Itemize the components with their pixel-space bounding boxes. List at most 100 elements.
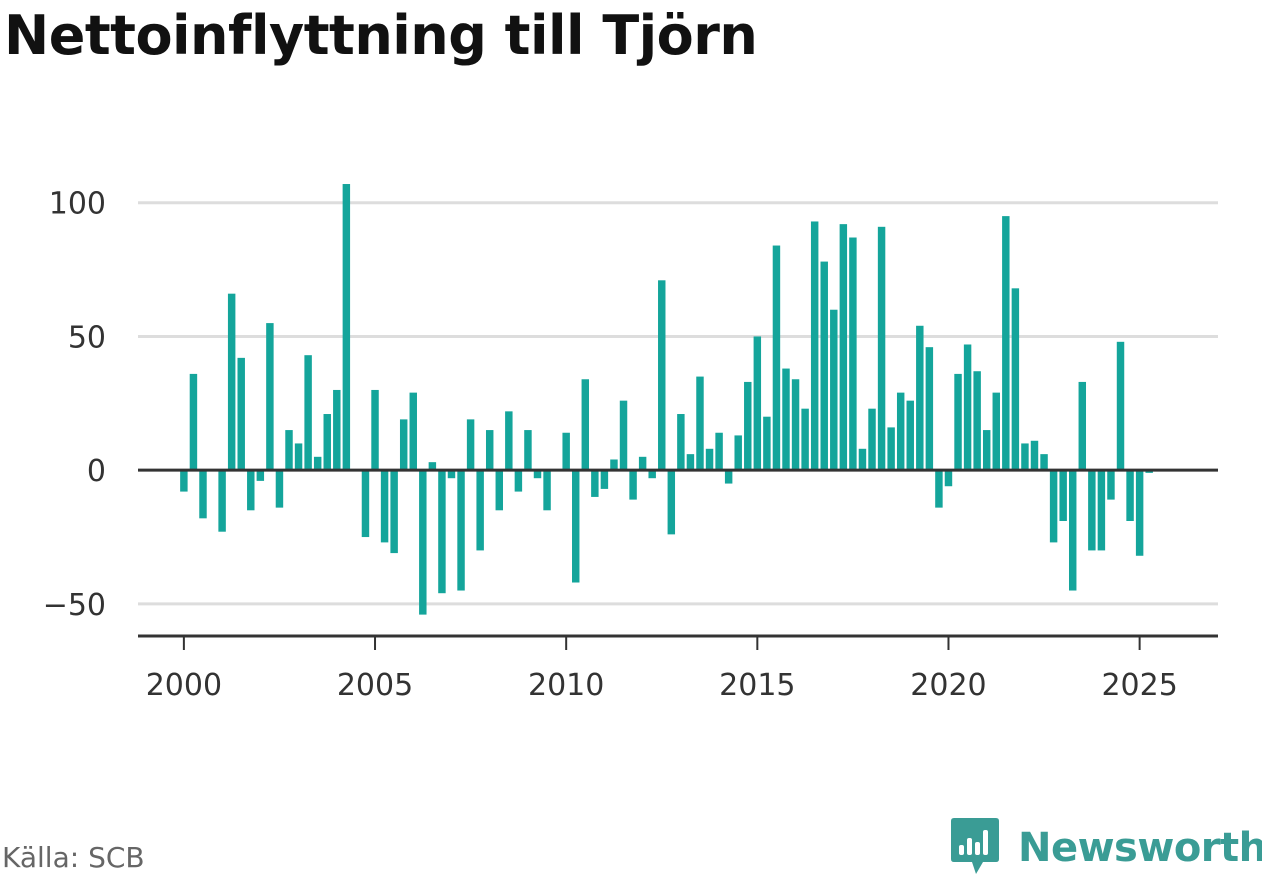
chart-title: Nettoinflyttning till Tjörn — [4, 4, 758, 67]
bar — [686, 454, 695, 471]
y-tick-label: 0 — [87, 454, 106, 489]
bar — [858, 448, 867, 471]
bar — [868, 408, 876, 471]
bar — [1011, 288, 1020, 471]
bar — [1088, 470, 1096, 551]
bar — [323, 414, 331, 471]
bar — [447, 470, 456, 479]
bar — [199, 470, 207, 519]
gridlines — [138, 201, 1218, 606]
bar — [935, 470, 943, 508]
bar — [581, 379, 590, 471]
bar — [275, 470, 284, 508]
bar — [466, 419, 475, 471]
bar — [629, 470, 637, 500]
bar — [782, 368, 790, 471]
bar — [457, 470, 465, 591]
bar — [371, 389, 379, 471]
bar — [906, 400, 914, 471]
x-tick-label: 2015 — [719, 668, 795, 703]
bar — [887, 427, 895, 471]
bar — [619, 400, 628, 471]
bar — [772, 245, 781, 471]
bar — [839, 224, 848, 471]
bar — [724, 470, 733, 484]
bar — [648, 470, 656, 479]
brand: Newsworthy — [950, 818, 1262, 878]
bar — [944, 470, 953, 487]
bar — [963, 344, 972, 471]
bar — [992, 392, 1000, 471]
bar — [285, 430, 293, 471]
x-tick-label: 2010 — [528, 668, 604, 703]
bar — [237, 357, 245, 471]
bar — [438, 470, 446, 594]
bar — [896, 392, 905, 471]
bars — [180, 184, 1153, 615]
source-note: Källa: SCB — [2, 841, 145, 874]
bar — [849, 237, 857, 471]
bar — [189, 373, 198, 471]
bar — [744, 381, 752, 471]
bar — [1097, 470, 1106, 551]
bar — [294, 443, 303, 471]
bar — [266, 323, 274, 471]
bar — [830, 309, 838, 471]
bar — [390, 470, 398, 554]
bar — [256, 470, 265, 481]
bar — [533, 470, 542, 479]
bar — [925, 347, 934, 471]
bar — [227, 293, 236, 471]
bar — [1135, 470, 1144, 556]
bar — [1002, 216, 1010, 471]
bar — [333, 389, 341, 471]
bar — [476, 470, 484, 551]
bar — [1040, 454, 1048, 471]
bar — [610, 459, 618, 471]
bar — [715, 432, 723, 471]
bar — [304, 355, 312, 471]
bar — [180, 470, 188, 492]
bar — [696, 376, 704, 471]
x-tick-label: 2025 — [1101, 668, 1177, 703]
x-tick-label: 2020 — [910, 668, 986, 703]
bar — [801, 408, 809, 471]
bar — [1049, 470, 1058, 543]
y-tick-label: 50 — [68, 320, 106, 355]
bar — [543, 470, 551, 511]
bar — [810, 221, 819, 471]
bar — [591, 470, 599, 497]
bar — [218, 470, 226, 532]
bar — [954, 373, 962, 471]
bar — [1078, 381, 1087, 471]
bar — [399, 419, 408, 471]
bar — [562, 432, 570, 471]
bar — [409, 392, 417, 471]
bar — [667, 470, 676, 535]
bar — [1068, 470, 1077, 591]
bar — [1030, 440, 1039, 471]
bar — [361, 470, 370, 538]
bar — [313, 456, 322, 471]
bar — [658, 280, 666, 471]
bar — [380, 470, 389, 543]
bar — [638, 456, 647, 471]
bar — [524, 430, 532, 471]
x-tick-labels: 2000 2005 2010 2015 2020 2025 — [146, 668, 1178, 703]
bar — [791, 379, 800, 471]
bar — [495, 470, 504, 511]
bar — [734, 435, 742, 471]
bar — [916, 325, 924, 471]
newsworthy-logo-icon — [950, 816, 1000, 880]
bar — [1126, 470, 1134, 521]
bar — [753, 336, 762, 471]
bar — [982, 430, 991, 471]
bar — [342, 184, 351, 471]
bar — [677, 414, 685, 471]
x-tick-label: 2000 — [146, 668, 222, 703]
bar — [820, 261, 828, 471]
bar — [600, 470, 609, 489]
bar — [572, 470, 580, 583]
y-tick-label: −50 — [43, 588, 106, 623]
